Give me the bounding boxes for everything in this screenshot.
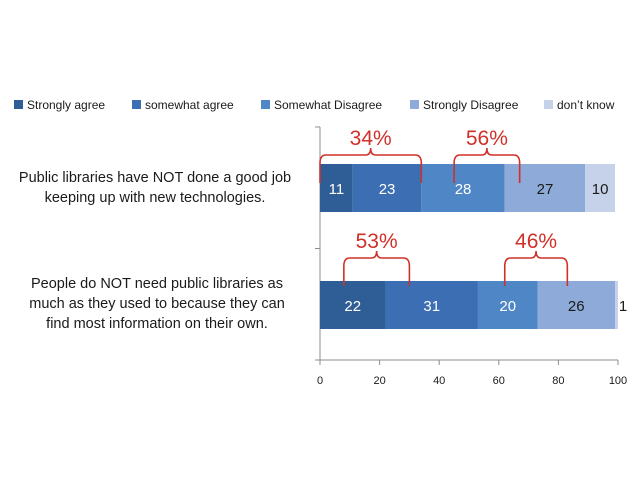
legend-label: Strongly agree	[27, 98, 105, 112]
x-tick-label: 80	[552, 375, 564, 387]
bars: 11 23 28 27 10 22 31 20 26 1	[320, 164, 627, 329]
bar-segment-don-t-know	[615, 281, 618, 329]
data-label: 27	[537, 181, 554, 198]
bar-segment-somewhat-disagree	[477, 281, 538, 329]
category-label-line: Public libraries have NOT done a good jo…	[19, 170, 291, 186]
legend-swatch	[410, 100, 419, 109]
brace-shape	[343, 250, 411, 286]
legend-item-don-t-know: don’t know	[544, 98, 615, 112]
category-labels: Public libraries have NOT done a good jo…	[19, 170, 291, 332]
bar-segment-somewhat-agree	[352, 164, 422, 212]
data-label: 31	[423, 298, 440, 315]
brace-percent-label: 53%	[356, 230, 398, 253]
legend-label: don’t know	[557, 98, 615, 112]
legend-swatch	[132, 100, 141, 109]
x-tick-label: 100	[609, 375, 627, 387]
category-label: Public libraries have NOT done a good jo…	[19, 170, 291, 206]
legend-item-somewhat-disagree: Somewhat Disagree	[261, 98, 382, 112]
legend-item-strongly-agree: Strongly agree	[14, 98, 105, 112]
brace-shape	[503, 250, 569, 286]
legend-swatch	[544, 100, 553, 109]
legend-swatch	[14, 100, 23, 109]
brace-annotation: 34%	[319, 127, 423, 183]
brace-percent-label: 34%	[350, 127, 392, 150]
category-label-line: much as they used to because they can	[29, 296, 285, 312]
brace-annotation: 53%	[343, 230, 411, 286]
brace-annotation: 46%	[503, 230, 569, 286]
bar-segment-strongly-disagree	[537, 281, 616, 329]
data-label: 26	[568, 298, 585, 315]
brace-percent-label: 56%	[466, 127, 508, 150]
x-tick-label: 40	[433, 375, 445, 387]
bar-segment-don-t-know	[585, 164, 616, 212]
category-label-line: keeping up with new technologies.	[45, 190, 266, 206]
data-label: 23	[379, 181, 396, 198]
bar-segment-strongly-agree	[320, 164, 353, 212]
x-tick-label: 0	[317, 375, 323, 387]
x-tick-label: 20	[373, 375, 385, 387]
data-label: 10	[592, 181, 609, 198]
category-label: People do NOT need public libraries as mu…	[29, 276, 285, 332]
bar-segment-strongly-agree	[320, 281, 386, 329]
axes: 0 20 40 60 80 100	[315, 126, 627, 387]
legend-swatch	[261, 100, 270, 109]
data-label: 11	[329, 181, 345, 198]
category-label-line: find most information on their own.	[46, 316, 268, 332]
brace-annotation: 56%	[453, 127, 521, 183]
annotations: 34% 56% 53% 46%	[319, 127, 569, 286]
legend-item-strongly-disagree: Strongly Disagree	[410, 98, 519, 112]
category-label-line: People do NOT need public libraries as	[31, 276, 283, 292]
data-label: 20	[499, 298, 516, 315]
legend-item-somewhat-agree: somewhat agree	[132, 98, 234, 112]
legend-label: somewhat agree	[145, 98, 234, 112]
bar-segment-somewhat-disagree	[421, 164, 505, 212]
data-label: 22	[344, 298, 361, 315]
data-label: 28	[455, 181, 472, 198]
bar-segment-somewhat-agree	[385, 281, 478, 329]
x-tick-label: 60	[493, 375, 505, 387]
bar-segment-strongly-disagree	[504, 164, 586, 212]
legend: Strongly agree somewhat agree Somewhat Dis…	[14, 98, 615, 112]
legend-label: Strongly Disagree	[423, 98, 519, 112]
brace-shape	[319, 147, 423, 183]
brace-shape	[453, 147, 521, 183]
legend-label: Somewhat Disagree	[274, 98, 382, 112]
brace-percent-label: 46%	[515, 230, 557, 253]
data-label: 1	[619, 298, 627, 315]
